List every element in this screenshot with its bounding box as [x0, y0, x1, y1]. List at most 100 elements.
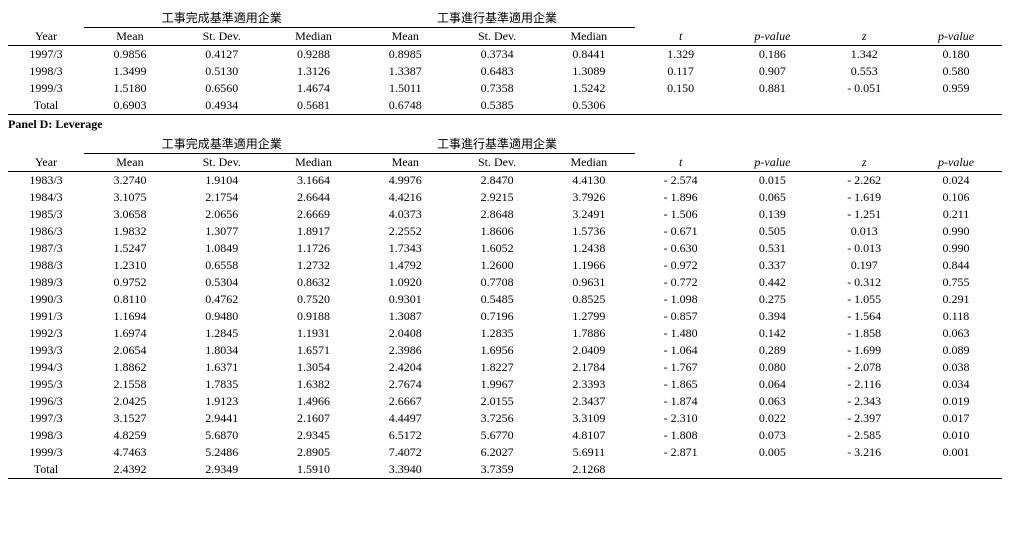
cell: - 0.671 [635, 223, 727, 240]
cell: 1998/3 [8, 63, 84, 80]
cell: 1.4792 [359, 257, 451, 274]
cell: 0.4127 [176, 46, 268, 64]
cell [818, 97, 910, 115]
cell: 0.4762 [176, 291, 268, 308]
cell: 0.959 [910, 80, 1002, 97]
cell: 1.6382 [268, 376, 360, 393]
cell: 0.755 [910, 274, 1002, 291]
cell: 1.2438 [543, 240, 635, 257]
cell: 0.580 [910, 63, 1002, 80]
cell: 1.342 [818, 46, 910, 64]
cell: 1.3087 [359, 308, 451, 325]
table-row: 1985/33.06582.06562.66694.03732.86483.24… [8, 206, 1002, 223]
cell: 0.6560 [176, 80, 268, 97]
cell: 0.8110 [84, 291, 176, 308]
cell: - 1.055 [818, 291, 910, 308]
cell: 1997/3 [8, 410, 84, 427]
cell: 1.7886 [543, 325, 635, 342]
cell: 0.001 [910, 444, 1002, 461]
cell: 0.9752 [84, 274, 176, 291]
cell: 2.1558 [84, 376, 176, 393]
cell: 0.8525 [543, 291, 635, 308]
cell: 2.1754 [176, 189, 268, 206]
cell: 0.6903 [84, 97, 176, 115]
cell [635, 461, 727, 479]
cell: 1.1694 [84, 308, 176, 325]
col-pt: p-value [727, 28, 819, 46]
cell: 2.3393 [543, 376, 635, 393]
cell: 1985/3 [8, 206, 84, 223]
cell: 5.2486 [176, 444, 268, 461]
cell: 2.0425 [84, 393, 176, 410]
cell: 0.150 [635, 80, 727, 97]
cell: 2.8470 [451, 172, 543, 190]
cell: 0.9480 [176, 308, 268, 325]
cell: 3.1075 [84, 189, 176, 206]
cell [635, 97, 727, 115]
cell: 3.7256 [451, 410, 543, 427]
cell: 1.1931 [268, 325, 360, 342]
table-row: 1997/30.98560.41270.92880.89850.37340.84… [8, 46, 1002, 64]
cell: 1.9123 [176, 393, 268, 410]
table-row: 1999/34.74635.24862.89057.40726.20275.69… [8, 444, 1002, 461]
cell: 4.0373 [359, 206, 451, 223]
cell: 1.5910 [268, 461, 360, 479]
cell: 1993/3 [8, 342, 84, 359]
cell: - 2.397 [818, 410, 910, 427]
cell: 2.0654 [84, 342, 176, 359]
cell: 1.6571 [268, 342, 360, 359]
cell: 0.6558 [176, 257, 268, 274]
cell: 1994/3 [8, 359, 84, 376]
total-row: Total2.43922.93491.59103.39403.73592.126… [8, 461, 1002, 479]
cell: 4.4130 [543, 172, 635, 190]
cell: 1992/3 [8, 325, 84, 342]
col-stdev-a: St. Dev. [176, 28, 268, 46]
group1-header: 工事完成基準適用企業 [84, 134, 359, 154]
cell: - 1.564 [818, 308, 910, 325]
table-row: 1996/32.04251.91231.49662.66672.01552.34… [8, 393, 1002, 410]
cell: - 1.808 [635, 427, 727, 444]
cell: 3.7926 [543, 189, 635, 206]
cell: 1983/3 [8, 172, 84, 190]
cell: 0.7196 [451, 308, 543, 325]
cell: 1.2600 [451, 257, 543, 274]
cell: 0.9288 [268, 46, 360, 64]
cell: 1.3077 [176, 223, 268, 240]
cell: 1.8862 [84, 359, 176, 376]
col-t: t [635, 28, 727, 46]
cell: 0.005 [727, 444, 819, 461]
cell: - 1.865 [635, 376, 727, 393]
cell: 2.6667 [359, 393, 451, 410]
cell [818, 461, 910, 479]
group-header-row: 工事完成基準適用企業 工事進行基準適用企業 [8, 8, 1002, 28]
col-median-b: Median [543, 154, 635, 172]
col-median-a: Median [268, 154, 360, 172]
cell: - 1.896 [635, 189, 727, 206]
cell: 0.022 [727, 410, 819, 427]
cell: 1.5247 [84, 240, 176, 257]
col-stdev-b: St. Dev. [451, 154, 543, 172]
table-row: 1997/33.15272.94412.16074.44973.72563.31… [8, 410, 1002, 427]
table-row: 1998/34.82595.68702.93456.51725.67704.81… [8, 427, 1002, 444]
cell: 0.080 [727, 359, 819, 376]
table-row: 1994/31.88621.63711.30542.42041.82272.17… [8, 359, 1002, 376]
cell: 1.8606 [451, 223, 543, 240]
cell: 2.6669 [268, 206, 360, 223]
cell: 2.0656 [176, 206, 268, 223]
cell: - 2.871 [635, 444, 727, 461]
cell: 1.6974 [84, 325, 176, 342]
cell: 0.063 [910, 325, 1002, 342]
cell: 1.5736 [543, 223, 635, 240]
cell: 0.142 [727, 325, 819, 342]
cell: 4.7463 [84, 444, 176, 461]
cell: 1.2835 [451, 325, 543, 342]
cell: 4.9976 [359, 172, 451, 190]
cell: 0.3734 [451, 46, 543, 64]
cell: - 1.251 [818, 206, 910, 223]
cell: - 2.585 [818, 427, 910, 444]
cell: 0.038 [910, 359, 1002, 376]
col-z: z [818, 28, 910, 46]
cell: 2.9349 [176, 461, 268, 479]
table-row: 1989/30.97520.53040.86321.09200.77080.96… [8, 274, 1002, 291]
cell: - 2.343 [818, 393, 910, 410]
